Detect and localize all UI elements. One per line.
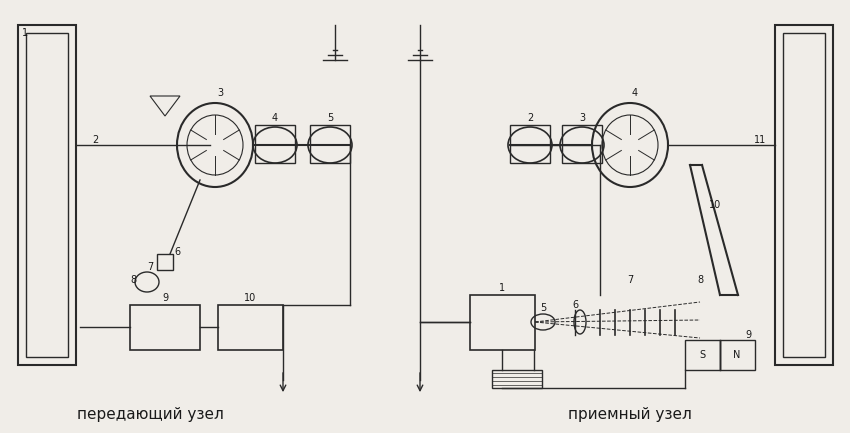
Text: 9: 9 xyxy=(162,293,168,303)
Text: 10: 10 xyxy=(709,200,721,210)
Bar xyxy=(255,125,295,163)
Bar xyxy=(310,125,350,163)
Text: 10: 10 xyxy=(244,293,256,303)
Text: 1: 1 xyxy=(499,283,505,293)
Bar xyxy=(492,370,542,388)
Text: S: S xyxy=(699,350,705,360)
Text: 4: 4 xyxy=(632,88,638,98)
Text: 11: 11 xyxy=(754,135,766,145)
Text: N: N xyxy=(734,350,740,360)
Text: 8: 8 xyxy=(130,275,136,285)
Bar xyxy=(720,340,755,370)
Text: 1: 1 xyxy=(22,28,28,38)
Bar xyxy=(470,295,535,350)
Bar xyxy=(218,305,283,350)
Bar xyxy=(510,125,550,163)
Text: передающий узел: передающий узел xyxy=(76,407,224,423)
Text: 2: 2 xyxy=(92,135,98,145)
Bar xyxy=(157,254,173,270)
Text: 6: 6 xyxy=(174,247,180,257)
Text: 7: 7 xyxy=(147,262,153,272)
Text: 7: 7 xyxy=(626,275,633,285)
Text: 4: 4 xyxy=(272,113,278,123)
Text: 9: 9 xyxy=(745,330,751,340)
Text: приемный узел: приемный узел xyxy=(568,407,692,423)
Text: 6: 6 xyxy=(572,300,578,310)
Bar xyxy=(26,33,68,357)
Text: 3: 3 xyxy=(579,113,585,123)
Text: 2: 2 xyxy=(527,113,533,123)
Bar xyxy=(685,340,720,370)
Text: 5: 5 xyxy=(540,303,546,313)
Bar xyxy=(562,125,602,163)
Bar xyxy=(775,25,833,365)
Text: 8: 8 xyxy=(697,275,703,285)
Bar xyxy=(18,25,76,365)
Text: 3: 3 xyxy=(217,88,223,98)
Bar xyxy=(130,305,200,350)
Bar xyxy=(783,33,825,357)
Text: 5: 5 xyxy=(327,113,333,123)
